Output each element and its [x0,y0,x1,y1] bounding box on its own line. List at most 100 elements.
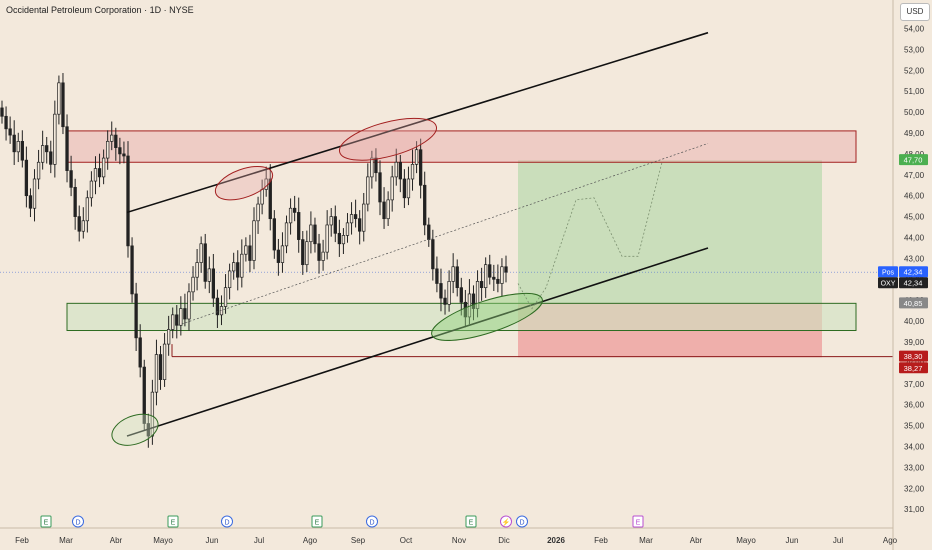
candle-body [227,270,232,289]
chart-title: Occidental Petroleum Corporation · 1D · … [6,5,194,15]
candle-body [475,281,480,309]
y-tick-label: 35,00 [904,422,925,431]
mid-trendline [177,143,709,326]
candle-body [398,161,402,180]
candle-body [57,82,61,115]
candle-body [45,145,49,153]
y-tick-label: 36,00 [904,401,925,410]
candle-body [252,220,256,261]
candle-body [183,308,187,320]
earnings-marker [167,515,179,528]
candle-body [479,281,484,289]
candle-body [427,224,431,240]
candle-body [4,115,8,130]
candle-body [370,157,374,178]
candle-body [386,199,390,220]
candle-body [492,276,496,280]
dividend-marker [72,515,84,528]
high-ellipse-1 [214,165,274,201]
candle-body [65,126,69,171]
candle-body [8,128,12,136]
split-marker-icon: ⚡ [502,518,511,527]
candle-body [321,251,325,261]
candle-body [85,197,90,222]
oxy-label: OXY [881,281,896,288]
candle-body [378,172,382,203]
candle-body [73,186,77,217]
candle-body [248,245,252,261]
candle-body [500,266,504,284]
candle-body [439,283,443,299]
candle-body [53,113,57,165]
stop-badge-2-bg [899,362,928,374]
candle-body [110,134,114,142]
resistance-zone [66,130,857,163]
entry-badge-bg [899,297,928,309]
stop-badge-1-bg [899,350,928,362]
stop-badge-2-value: 38,27 [904,364,923,373]
y-tick-label: 54,00 [904,25,925,34]
candle-body [451,266,455,282]
candle-body [414,149,419,165]
candle-body [353,214,358,220]
candle-body [93,168,98,182]
oxy-value: 42,34 [904,279,923,288]
currency-button[interactable]: USD [900,3,930,21]
x-tick-label: Jul [254,536,264,545]
candle-body [179,308,183,326]
drawings [111,31,709,446]
candle-body [496,278,500,284]
candle-body [154,354,159,393]
event-marker-label: D [369,520,374,527]
candle-body [410,164,415,180]
candle-body [81,220,85,232]
oxy-label-bg [878,277,898,289]
upper-trendline [126,31,709,214]
candle-body [142,366,146,424]
candle-body [345,222,350,236]
candle-body [36,161,41,180]
target-badge-value: 47,70 [904,156,923,165]
candle-body [106,141,110,159]
y-tick-label: 32,00 [904,484,925,493]
pos-badge-label-bg [878,266,898,278]
candle-body [349,214,354,224]
y-tick-label: 37,00 [904,380,925,389]
y-tick-label: 52,00 [904,66,925,75]
x-tick-label: Jun [786,536,799,545]
candle-body [313,224,317,245]
y-tick-label: 47,00 [904,171,925,180]
pos-badge-value: 42,34 [904,268,923,277]
candle-body [455,266,459,289]
zones [0,130,893,358]
projected-path [517,162,663,310]
candle-body [138,337,142,368]
candle-body [305,241,309,266]
x-tick-label: Dic [498,536,510,545]
event-marker-label: E [44,520,49,527]
x-tick-label: Ago [883,536,898,545]
candle-body [362,203,366,232]
candle-body [280,245,285,263]
candle-body [284,222,289,247]
candle-body [0,107,4,117]
candle-body [504,266,508,273]
pos-badge-label: Pos [882,270,895,277]
candle-body [16,141,20,153]
y-tick-label: 53,00 [904,45,925,54]
candle-body [122,153,126,157]
candle-body [260,189,264,205]
x-tick-label: Ago [303,536,318,545]
candle-body [268,178,272,220]
x-tick-label: Mayo [736,536,756,545]
candle-body [317,243,321,261]
y-tick-label: 31,00 [904,505,925,514]
x-tick-label: Abr [690,536,703,545]
candle-body [223,287,228,307]
candle-body [211,268,216,299]
candle-body [288,207,293,224]
candle-body [431,239,435,270]
candle-body [325,224,329,253]
